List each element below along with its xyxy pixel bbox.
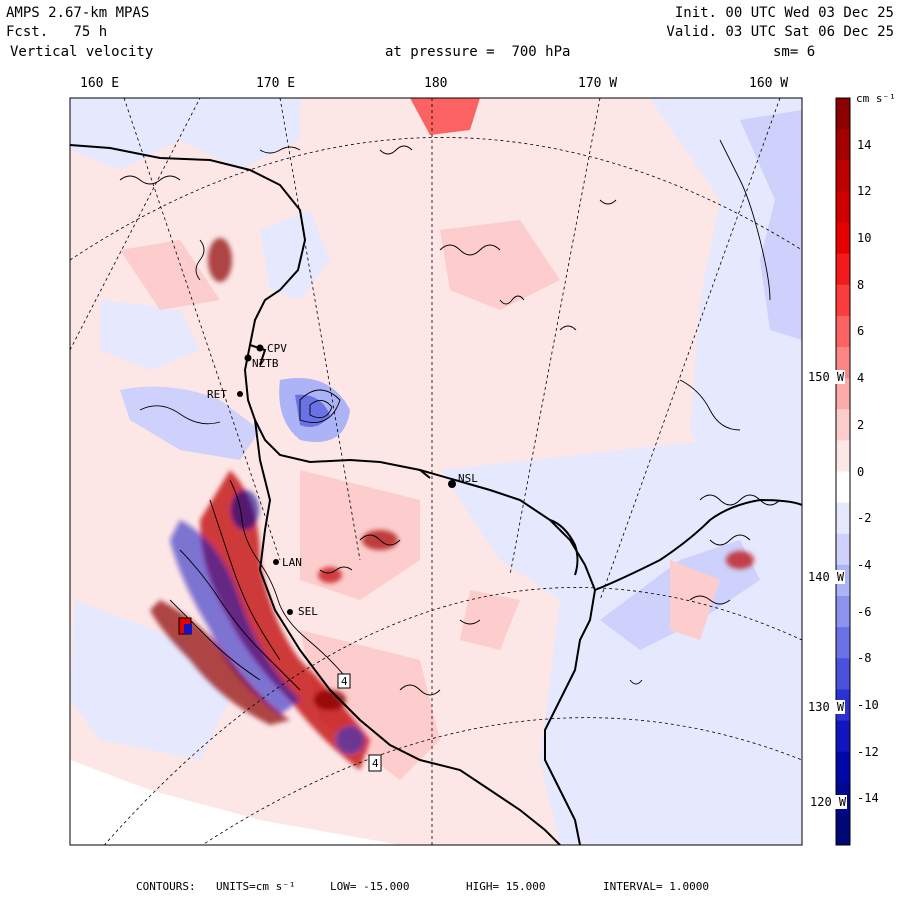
contour-lines [119,139,781,696]
contours-low: LOW= -15.000 [330,880,410,893]
station-dot-nztb [244,354,252,362]
colorbar-tick-label: 0 [857,464,865,479]
lat-label-140w: 140 W [807,570,846,584]
station-dot-cpv [256,344,264,352]
marker-box-blue [184,624,192,634]
contours-units: UNITS=cm s⁻¹ [216,880,296,893]
colorbar-segment [836,471,850,504]
colorbar-segment [836,409,850,441]
smoothing: sm= 6 [773,44,816,60]
meridian-170e [279,98,361,561]
pressure-level: at pressure = 700 hPa [385,44,570,60]
colorbar-tick-label: 8 [857,277,865,292]
lat-label-120w: 120 W [809,795,848,809]
colorbar-tick-label: 12 [857,184,872,199]
colorbar-tick-label: -2 [857,511,872,526]
colorbar-segment [836,98,850,130]
lon-label-160e: 160 E [80,76,120,91]
colorbar-segment [836,315,850,348]
colorbar-tick-label: -6 [857,604,872,619]
colorbar-segment [836,129,850,161]
blue-regions [70,98,802,845]
colorbar-segment [836,440,850,472]
colorbar-tick-label: -4 [857,557,872,572]
meridian-170w [509,98,601,576]
station-label-lan: LAN [282,556,302,569]
colorbar-segment [836,596,850,628]
lat-label-150w: 150 W [807,370,846,384]
marker-box-2 [368,754,382,772]
forecast-value: 75 h [73,24,108,40]
station-dot-nsl [448,480,456,488]
white-area [70,760,400,845]
colorbar-segment [836,284,850,317]
lon-label-170w: 170 W [578,76,618,91]
station-labels: CPV NZTB RET NSL LAN SEL [207,342,478,618]
colorbar-tick-label: -12 [857,744,879,759]
forecast-hour: Fcst. 75 h [6,24,107,40]
forecast-label: Fcst. [6,24,49,40]
contours-label: CONTOURS: [136,880,196,893]
colorbar-tick-label: -8 [857,651,872,666]
colorbar-frame [835,97,851,846]
graticule [70,98,802,845]
colorbar-segment [836,533,850,566]
contours-interval: INTERVAL= 1.0000 [603,880,709,893]
station-label-nsl: NSL [458,472,478,485]
lon-label-170e: 170 E [256,76,296,91]
coastlines [70,144,802,845]
colorbar-segment [836,378,850,410]
colorbar-segment [836,627,850,659]
level-label: at pressure = [385,44,495,60]
colorbar-segment [836,658,850,690]
colorbar-segment [836,751,850,784]
colorbar-segment [836,253,850,286]
lon-label-180: 180 [424,76,448,91]
colorbar-segment [836,191,850,223]
map-frame [69,97,803,846]
pink-regions [120,98,720,780]
valid-time: Valid. 03 UTC Sat 06 Dec 25 [666,24,894,40]
marker-label-2: 4 [372,757,379,770]
station-label-nztb: NZTB [252,357,279,370]
contours-high: HIGH= 15.000 [466,880,546,893]
lat-label-130w: 130 W [807,700,846,714]
colorbar-tick-label: -10 [857,697,879,712]
init-time: Init. 00 UTC Wed 03 Dec 25 [674,5,894,21]
station-dot-sel [287,609,293,615]
model-title: AMPS 2.67-km MPAS [6,5,150,21]
colorbar-segment [836,160,850,192]
colorbar-segment [836,502,850,535]
station-dot-lan [273,559,279,565]
marker-box-1 [337,673,351,689]
colorbar-tick-label: 14 [857,137,872,152]
colorbar-tick-label: 4 [857,371,865,386]
colorbar-unit: cm s⁻¹ [856,92,896,105]
station-label-ret: RET [207,388,227,401]
field-name: Vertical velocity [10,44,154,60]
lon-label-160w: 160 W [749,76,789,91]
meridian-150e [70,98,201,351]
colorbar-tick-label: 2 [857,417,865,432]
colorbar-tick-label: 6 [857,324,865,339]
colorbar-segment [836,222,850,255]
station-label-cpv: CPV [267,342,287,355]
level-value: 700 hPa [511,44,571,60]
boxed-markers: 4 4 [178,617,382,772]
station-markers [237,344,456,615]
colorbar-segment [836,813,850,846]
colorbar-tick-label: -14 [857,791,879,806]
station-dot-ret [237,391,243,397]
meridian-160w [599,98,781,601]
colorbar-tick-label: 10 [857,231,872,246]
colorbar-segment [836,720,850,753]
station-label-sel: SEL [298,605,318,618]
marker-label-1: 4 [341,675,348,688]
colorbar [835,97,851,846]
